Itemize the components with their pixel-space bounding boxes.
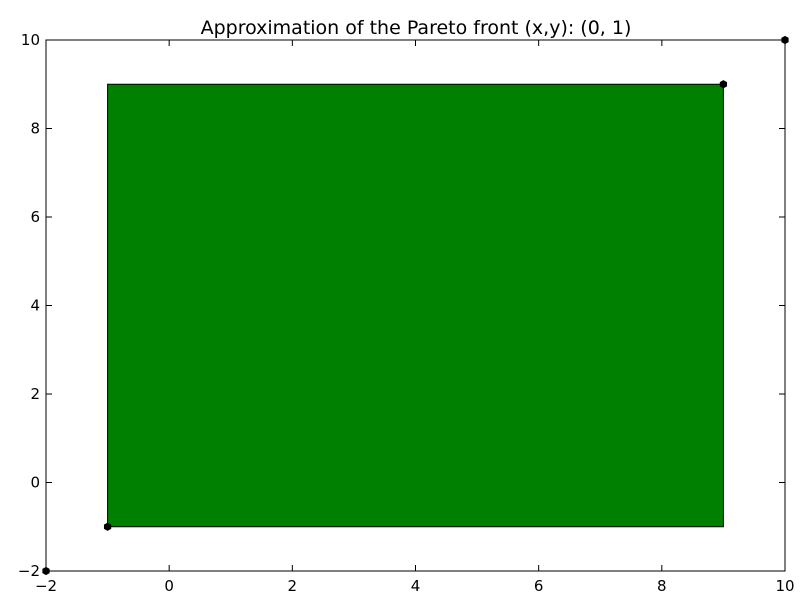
pareto-region-layer <box>107 83 724 528</box>
pareto-points-layer <box>42 35 789 576</box>
chart-title: Approximation of the Pareto front (x,y):… <box>201 17 632 39</box>
y-tick-label-6: 10 <box>21 31 40 49</box>
y-tick-label-4: 6 <box>30 208 40 226</box>
y-tick-label-2: 2 <box>30 385 40 403</box>
axis-tick-labels-layer: −2 0 2 4 6 8 10 −2 0 2 4 6 8 10 <box>18 31 795 595</box>
x-tick-label-1: 0 <box>164 577 174 595</box>
y-tick-label-0: −2 <box>18 562 40 580</box>
pareto-region <box>107 83 724 528</box>
pareto-point-1 <box>103 522 112 531</box>
axis-ticks-layer <box>45 39 786 572</box>
y-tick-label-5: 8 <box>30 120 40 138</box>
y-tick-label-1: 0 <box>30 474 40 492</box>
y-tick-label-3: 4 <box>30 297 40 315</box>
x-tick-label-2: 2 <box>288 577 298 595</box>
x-tick-label-3: 4 <box>411 577 421 595</box>
x-tick-label-4: 6 <box>534 577 544 595</box>
x-tick-label-6: 10 <box>775 577 794 595</box>
x-tick-label-0: −2 <box>35 577 57 595</box>
pareto-point-2 <box>719 80 728 89</box>
x-tick-label-5: 8 <box>657 577 667 595</box>
